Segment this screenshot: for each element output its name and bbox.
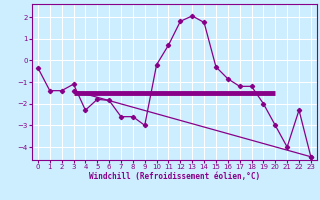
X-axis label: Windchill (Refroidissement éolien,°C): Windchill (Refroidissement éolien,°C) (89, 172, 260, 181)
